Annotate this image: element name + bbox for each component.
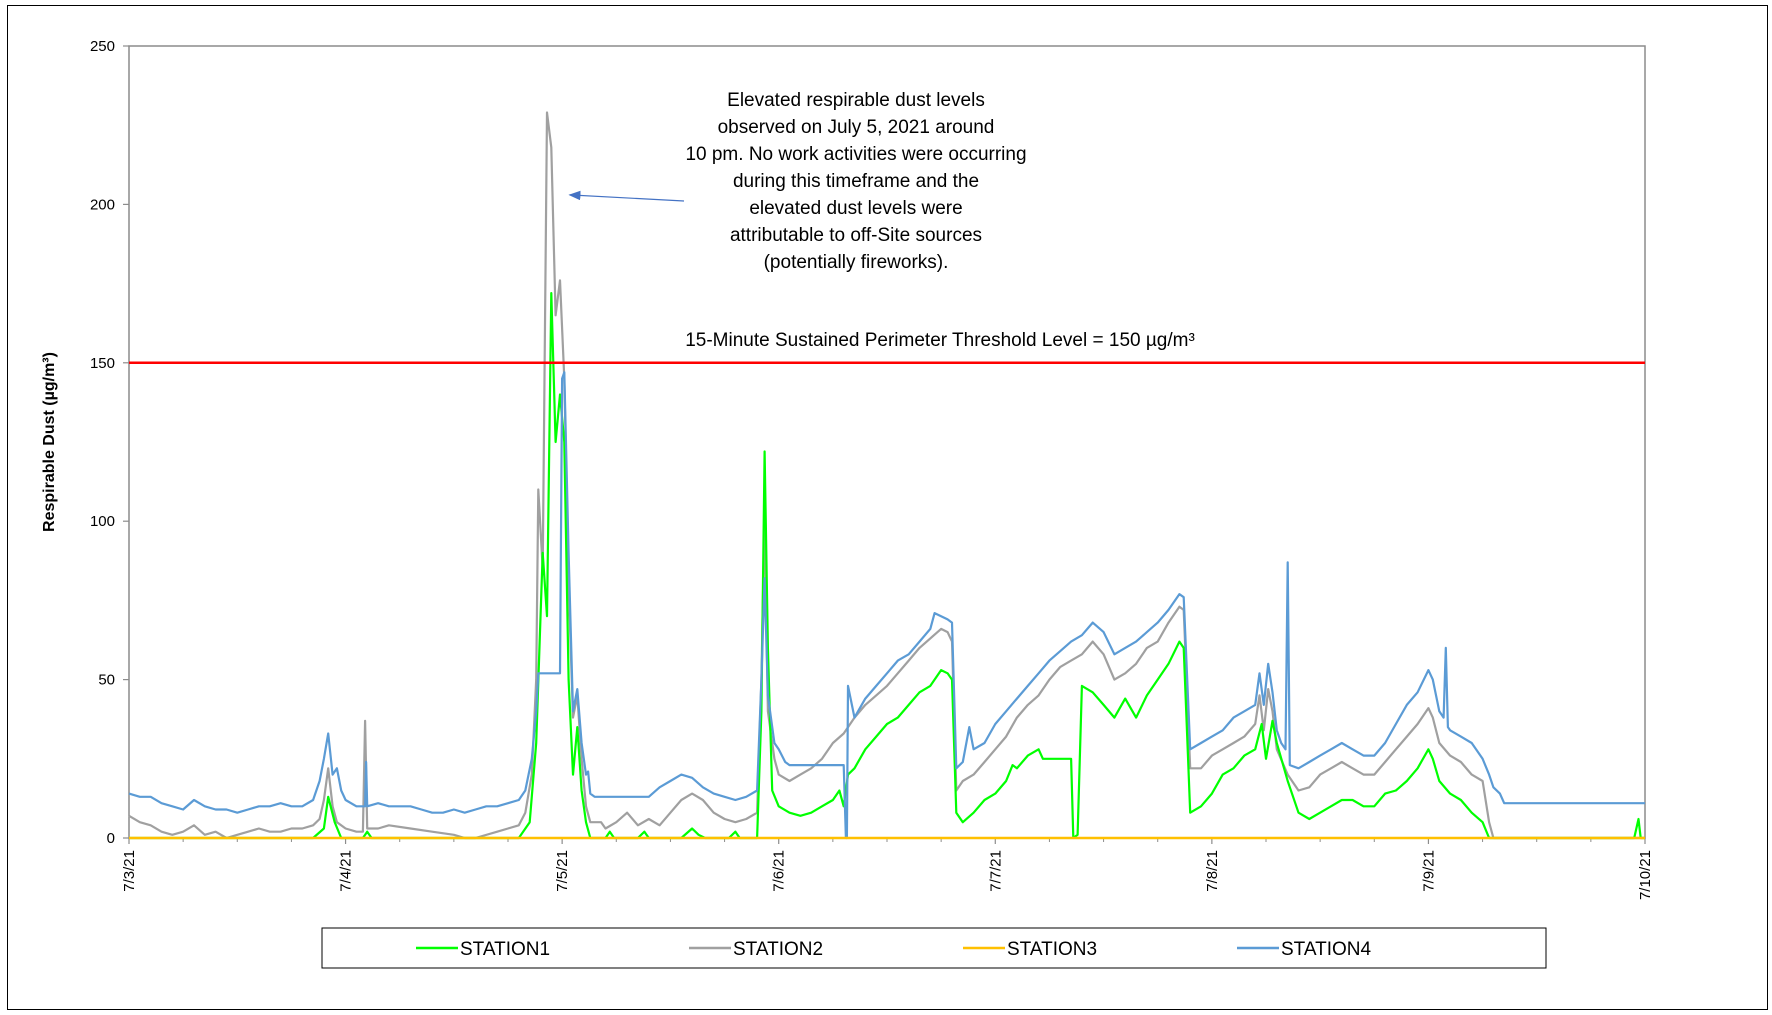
x-tick-label: 7/3/21 [121, 850, 138, 892]
series-line-station2 [128, 111, 1645, 840]
legend-label-station3: STATION3 [1007, 939, 1097, 960]
x-tick-label: 7/6/21 [771, 850, 788, 892]
x-tick-label: 7/7/21 [987, 850, 1004, 892]
x-tick-label: 7/4/21 [338, 850, 355, 892]
annotation-arrow [568, 190, 685, 202]
annotation-line: observed on July 5, 2021 around [718, 117, 995, 138]
annotation-line: 10 pm. No work activities were occurring [685, 144, 1026, 165]
series-line-station1 [129, 292, 1645, 840]
legend: STATION1 STATION2 STATION3 STATION4 [321, 927, 1547, 969]
x-tick-label: 7/5/21 [554, 850, 571, 892]
annotation-line: (potentially fireworks). [764, 252, 949, 273]
x-tick-label: 7/10/21 [1637, 850, 1654, 900]
legend-label-station2: STATION2 [733, 939, 823, 960]
x-tick-label: 7/8/21 [1204, 850, 1221, 892]
y-tick-label: 0 [107, 830, 115, 847]
threshold-label: 15-Minute Sustained Perimeter Threshold … [685, 330, 1195, 351]
x-tick-label: 7/9/21 [1420, 850, 1437, 892]
y-tick-label: 50 [98, 672, 115, 689]
y-tick-label: 100 [90, 513, 115, 530]
y-tick-label: 200 [90, 196, 115, 213]
y-axis-title: Respirable Dust (µg/m³) [41, 352, 58, 532]
annotation-line: during this timeframe and the [733, 171, 979, 192]
y-tick-label: 150 [90, 355, 115, 372]
legend-box [321, 927, 1547, 969]
legend-label-station1: STATION1 [460, 939, 550, 960]
legend-label-station4: STATION4 [1281, 939, 1372, 960]
y-tick-label: 250 [90, 38, 115, 55]
annotation-line: Elevated respirable dust levels [727, 90, 985, 111]
plot-area [128, 45, 1646, 839]
annotation-line: attributable to off-Site sources [730, 225, 982, 246]
annotation: Elevated respirable dust levels observed … [685, 90, 1026, 273]
annotation-line: elevated dust levels were [749, 198, 962, 219]
